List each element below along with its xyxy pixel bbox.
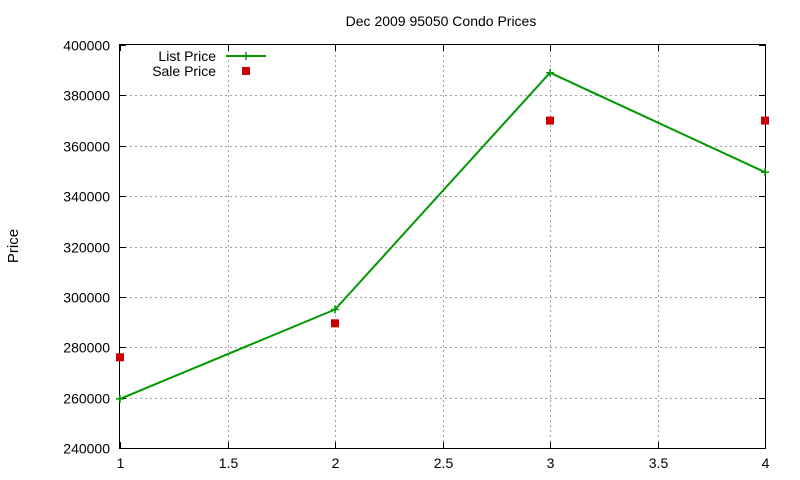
x-tick-label: 2.5 [434, 455, 454, 471]
y-axis-label: Price [5, 229, 22, 263]
data-point-list-price [331, 305, 339, 314]
x-tick-label: 2 [332, 455, 340, 471]
data-point-sale-price [761, 116, 769, 125]
y-tick-label: 360000 [63, 139, 110, 155]
legend: List Price Sale Price [152, 48, 266, 79]
y-tick-label: 380000 [63, 88, 110, 104]
y-tick-label: 280000 [63, 340, 110, 356]
data-point-list-price [546, 68, 554, 77]
chart-title: Dec 2009 95050 Condo Prices [346, 13, 537, 29]
data-point-sale-price [116, 353, 124, 362]
x-tick-label: 4 [762, 455, 770, 471]
data-point-list-price [761, 168, 769, 177]
x-tick-label: 3 [547, 455, 555, 471]
x-tick-label: 3.5 [649, 455, 669, 471]
gridlines [120, 45, 765, 448]
data-point-list-price [116, 394, 124, 403]
series-line-list-price [119, 71, 766, 400]
y-tick-label: 260000 [63, 391, 110, 407]
axis-ticks: 1 1.5 2 2.5 3 3.5 4 240000 260000 280000 300000 320… [63, 38, 769, 472]
plot-frame [119, 44, 766, 449]
x-tick-label: 1.5 [219, 455, 239, 471]
y-tick-label: 240000 [63, 441, 110, 457]
legend-label-sale-price: Sale Price [152, 63, 216, 79]
data-point-sale-price [546, 116, 554, 125]
y-tick-label: 340000 [63, 189, 110, 205]
data-point-sale-price [331, 319, 339, 328]
series-layer [116, 68, 769, 403]
legend-sample-sale-price [242, 67, 250, 75]
y-tick-label: 400000 [63, 38, 110, 54]
x-tick-label: 1 [117, 455, 125, 471]
y-tick-label: 320000 [63, 240, 110, 256]
y-tick-label: 300000 [63, 290, 110, 306]
legend-label-list-price: List Price [158, 48, 216, 64]
